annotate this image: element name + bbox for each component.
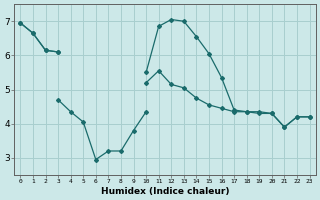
X-axis label: Humidex (Indice chaleur): Humidex (Indice chaleur) (101, 187, 229, 196)
